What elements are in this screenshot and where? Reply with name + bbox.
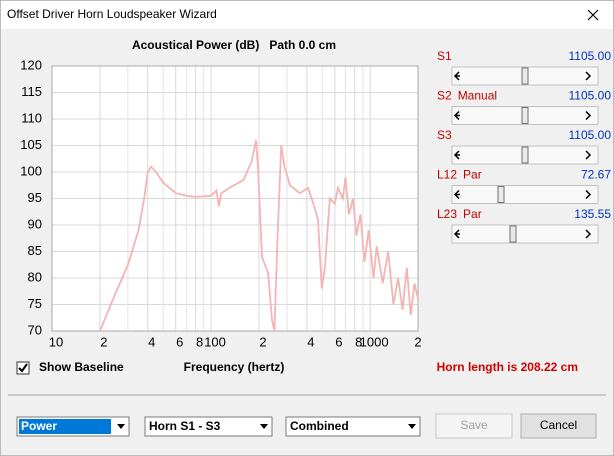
slider-right-arrow[interactable]	[585, 150, 592, 160]
chart-title: Acoustical Power (dB) Path 0.0 cm	[132, 38, 336, 52]
slider-thumb[interactable]	[521, 107, 529, 124]
y-tick-label: 100	[20, 163, 42, 178]
dropdown-arrow	[117, 424, 125, 429]
checkbox-label[interactable]: Show Baseline	[39, 360, 124, 374]
plot-border	[51, 65, 419, 332]
slider-name: L23	[437, 207, 457, 221]
slider-name: S3	[437, 128, 452, 142]
y-tick-label: 85	[28, 243, 42, 258]
dropdown-text[interactable]: Combined	[290, 419, 349, 433]
slider-label: S2 Manual	[437, 89, 497, 103]
x-axis-label: Frequency (hertz)	[184, 360, 285, 374]
slider-left-arrow[interactable]	[453, 110, 460, 121]
slider-value: 135.55	[574, 207, 611, 221]
button-label: Save	[460, 418, 488, 432]
slider-right-arrow[interactable]	[585, 229, 592, 239]
close-button[interactable]	[587, 9, 599, 21]
slider-value: 1105.00	[569, 128, 612, 142]
slider-value: 1105.00	[569, 49, 612, 63]
y-tick-label: 105	[20, 137, 42, 152]
slider-mode: Par	[463, 207, 482, 221]
x-tick-label: 2	[259, 334, 266, 349]
dropdown-selection	[19, 419, 111, 434]
x-tick-label: 1000	[360, 334, 389, 349]
slider-right-arrow[interactable]	[585, 110, 592, 121]
slider-thumb[interactable]	[497, 186, 505, 203]
dropdown[interactable]	[285, 416, 421, 437]
y-tick-label: 110	[21, 110, 42, 125]
slider-thumb[interactable]	[521, 146, 529, 164]
slider-value: 72.67	[581, 168, 611, 182]
dropdown-text[interactable]: Power	[21, 419, 57, 433]
x-tick-label: 4	[307, 334, 314, 349]
y-tick-label: 95	[28, 190, 42, 205]
slider-left-arrow[interactable]	[453, 150, 460, 160]
x-tick-label: 8	[355, 334, 362, 349]
slider-label: L23 Par	[437, 207, 482, 221]
slider-label: S1	[437, 49, 452, 63]
button	[435, 413, 513, 439]
button[interactable]	[520, 413, 597, 439]
slider-mode: Par	[463, 168, 482, 182]
window-title: Offset Driver Horn Loudspeaker Wizard	[7, 7, 217, 21]
y-tick-label: 90	[28, 216, 42, 231]
slider-left-arrow[interactable]	[453, 189, 460, 200]
y-tick-label: 115	[21, 84, 42, 99]
slider-right-arrow[interactable]	[585, 189, 592, 200]
dropdown-arrow	[408, 424, 416, 429]
slider-thumb[interactable]	[521, 67, 529, 85]
dropdown[interactable]	[144, 416, 273, 437]
x-tick-label: 2	[414, 334, 421, 349]
button-label[interactable]: Cancel	[540, 418, 577, 432]
y-tick-label: 120	[20, 57, 42, 72]
slider-track[interactable]	[451, 185, 599, 204]
slider-label: L12 Par	[437, 168, 482, 182]
slider-thumb[interactable]	[509, 225, 517, 243]
horn-length: Horn length is 208.22 cm	[437, 360, 578, 374]
x-tick-label: 8	[196, 334, 203, 349]
x-tick-label: 6	[176, 334, 183, 349]
slider-left-arrow[interactable]	[453, 229, 460, 239]
y-tick-label: 80	[28, 269, 42, 284]
slider-label: S3	[437, 128, 452, 142]
title-bar	[1, 1, 613, 29]
slider-track[interactable]	[451, 224, 599, 244]
x-tick-label: 4	[148, 334, 155, 349]
slider-left-arrow[interactable]	[453, 71, 460, 81]
x-tick-label: 10	[49, 334, 63, 349]
data-line	[99, 140, 419, 332]
y-tick-label: 75	[28, 296, 42, 311]
dropdown-arrow	[260, 424, 268, 429]
x-tick-label: 6	[335, 334, 342, 349]
slider-name: S1	[437, 49, 452, 63]
checkmark	[18, 363, 28, 373]
slider-mode: Manual	[458, 89, 497, 103]
slider-name: L12	[437, 168, 457, 182]
y-tick-label: 70	[28, 322, 42, 337]
x-tick-label: 2	[100, 334, 107, 349]
slider-right-arrow[interactable]	[585, 71, 592, 81]
x-tick-label: 100	[204, 334, 226, 349]
dropdown-text[interactable]: Horn S1 - S3	[149, 419, 221, 433]
slider-name: S2	[437, 89, 452, 103]
slider-value: 1105.00	[569, 89, 612, 103]
